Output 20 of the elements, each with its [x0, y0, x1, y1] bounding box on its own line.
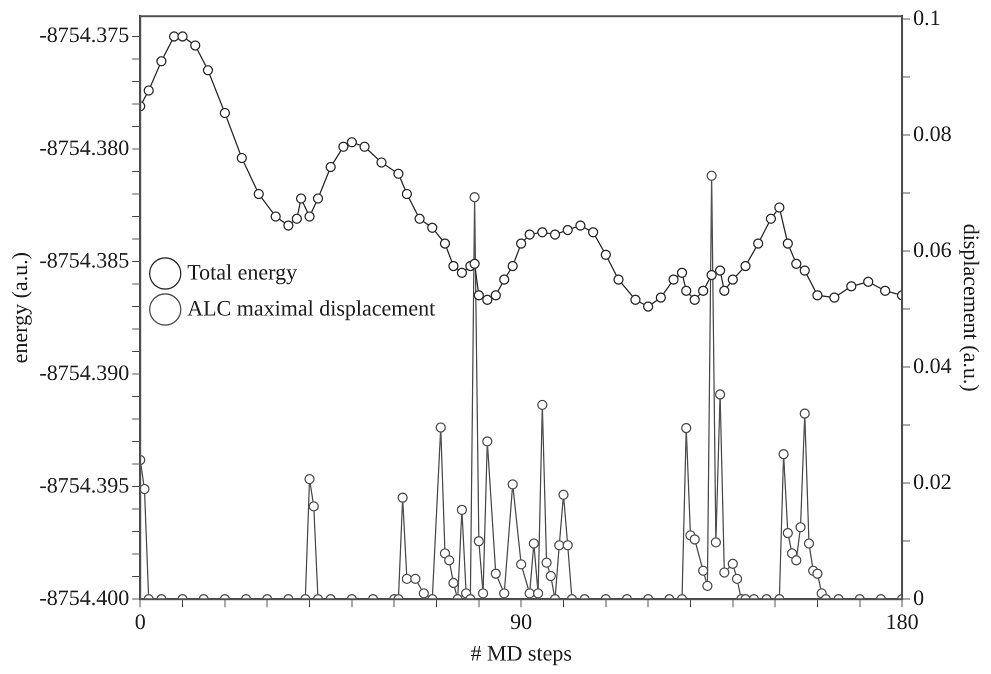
legend-label: ALC maximal displacement: [187, 295, 436, 320]
y-tick-label: -8754.395: [39, 472, 130, 498]
y-tick-label: -8754.380: [39, 134, 130, 160]
y2-axis-title: displacement (a.u.): [959, 224, 984, 392]
y2-tick-label: 0.1: [913, 4, 941, 30]
legend-label: Total energy: [187, 259, 298, 284]
y2-tick-label: 0.02: [913, 468, 952, 494]
y-tick-label: -8754.385: [39, 247, 130, 272]
x-axis-title: # MD steps: [470, 640, 572, 666]
x-tick-label: 180: [886, 609, 919, 634]
y-tick-label: -8754.375: [39, 22, 130, 48]
y-tick-label: -8754.400: [39, 584, 130, 610]
y2-tick-label: 0.06: [913, 236, 952, 262]
x-tick-label: 0: [134, 609, 146, 634]
x-tick-label: 90: [510, 609, 532, 634]
y-tick-label: -8754.390: [39, 360, 130, 385]
y-axis-title: energy (a.u.): [6, 252, 32, 364]
y2-tick-label: 0: [913, 584, 924, 610]
y2-tick-label: 0.04: [913, 352, 952, 378]
y2-tick-label: 0.08: [913, 120, 952, 146]
